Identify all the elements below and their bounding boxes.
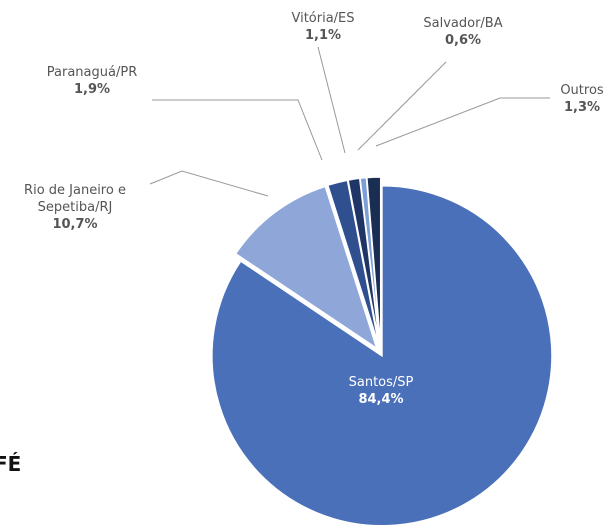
slice-value: 84,4% [358, 392, 404, 407]
pie-slice [234, 185, 379, 351]
slice-label: Outros 1,3% [560, 82, 603, 116]
leader-line [357, 61, 447, 151]
leader-line [317, 46, 346, 154]
slice-value: 1,9% [73, 82, 111, 97]
slice-label: Salvador/BA 0,6% [423, 15, 502, 49]
slice-name: Salvador/BA [423, 16, 503, 31]
leader-line [152, 99, 323, 161]
slice-name: Outros [560, 83, 604, 98]
pie-slice [211, 185, 553, 526]
slice-name: Paranaguá/PR [46, 65, 138, 80]
slice-label: Santos/SP 84,4% [349, 374, 414, 408]
slice-value: 0,6% [444, 33, 482, 48]
slice-label: Vitória/ES 1,1% [291, 10, 354, 44]
leader-lines [149, 46, 550, 197]
pie-slice [366, 176, 382, 348]
slice-value: 1,1% [304, 28, 342, 43]
slice-value: 10,7% [52, 217, 98, 232]
leader-line [375, 97, 550, 147]
slice-label: Paranaguá/PR 1,9% [47, 64, 137, 98]
cropped-title: FÉ [0, 452, 22, 476]
slice-name: Santos/SP [348, 375, 414, 390]
slice-name: Rio de Janeiro e Sepetiba/RJ [24, 183, 126, 215]
leader-line [149, 170, 269, 197]
slice-name: Vitória/ES [291, 11, 355, 26]
slice-value: 1,3% [563, 100, 601, 115]
slice-label: Rio de Janeiro e Sepetiba/RJ 10,7% [8, 182, 143, 233]
